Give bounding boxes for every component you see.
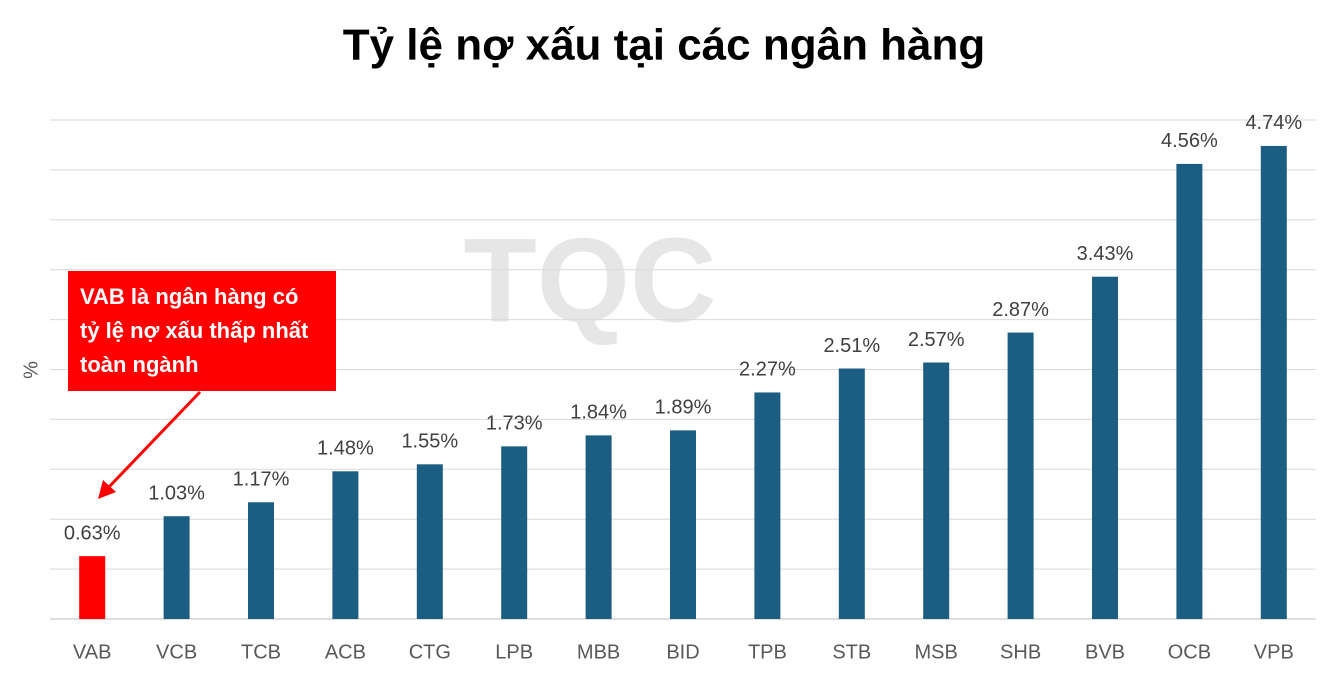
x-tick-label: OCB — [1168, 641, 1211, 663]
annotation: VAB là ngân hàng có tỷ lệ nợ xấu thấp nh… — [68, 271, 336, 391]
value-label: 1.73% — [486, 413, 543, 435]
watermark: TQC — [463, 214, 716, 348]
bar — [670, 430, 696, 619]
x-tick-label: TPB — [748, 641, 787, 663]
value-label: 2.57% — [908, 329, 965, 351]
x-tick-label: SHB — [1000, 641, 1041, 663]
value-label: 2.87% — [992, 299, 1049, 321]
annotation-arrow — [106, 390, 202, 490]
annotation-arrowhead — [98, 480, 116, 499]
x-tick-label: MSB — [915, 641, 958, 663]
x-tick-label: ACB — [325, 641, 366, 663]
bar — [1092, 276, 1118, 619]
x-tick-label: LPB — [495, 641, 533, 663]
x-tick-label: TCB — [241, 641, 281, 663]
value-label: 1.17% — [233, 469, 290, 491]
bar — [923, 362, 950, 619]
value-label: 2.27% — [739, 359, 796, 381]
bar — [1260, 145, 1287, 619]
y-axis-label: % — [20, 361, 42, 379]
bar — [1176, 163, 1203, 620]
x-tick-label: VAB — [73, 641, 112, 663]
value-label: 3.43% — [1077, 243, 1134, 265]
x-tick-label: BID — [666, 641, 699, 663]
chart-title: Tỷ lệ nợ xấu tại các ngân hàng — [343, 21, 986, 70]
bar — [838, 368, 865, 619]
value-label: 1.84% — [570, 402, 627, 424]
value-label: 1.89% — [655, 397, 712, 419]
bar — [248, 502, 274, 619]
x-tick-label: BVB — [1085, 641, 1125, 663]
bar — [501, 446, 528, 619]
value-label: 4.74% — [1245, 112, 1302, 134]
bar — [754, 392, 781, 619]
x-tick-label: CTG — [409, 641, 451, 663]
x-tick-label: VCB — [156, 641, 197, 663]
value-label: 2.51% — [823, 335, 880, 357]
bar — [163, 516, 190, 619]
bar — [1007, 332, 1034, 619]
x-tick-label: MBB — [577, 641, 620, 663]
bar — [332, 471, 359, 619]
bar — [585, 435, 612, 619]
value-label: 1.48% — [317, 438, 374, 460]
value-label: 1.03% — [148, 482, 205, 504]
x-tick-label: VPB — [1254, 641, 1294, 663]
value-label: 0.63% — [64, 522, 121, 544]
value-label: 1.55% — [401, 431, 458, 453]
value-label: 4.56% — [1161, 130, 1218, 152]
bar — [79, 556, 106, 619]
bar — [416, 464, 443, 619]
x-tick-label: STB — [832, 641, 871, 663]
